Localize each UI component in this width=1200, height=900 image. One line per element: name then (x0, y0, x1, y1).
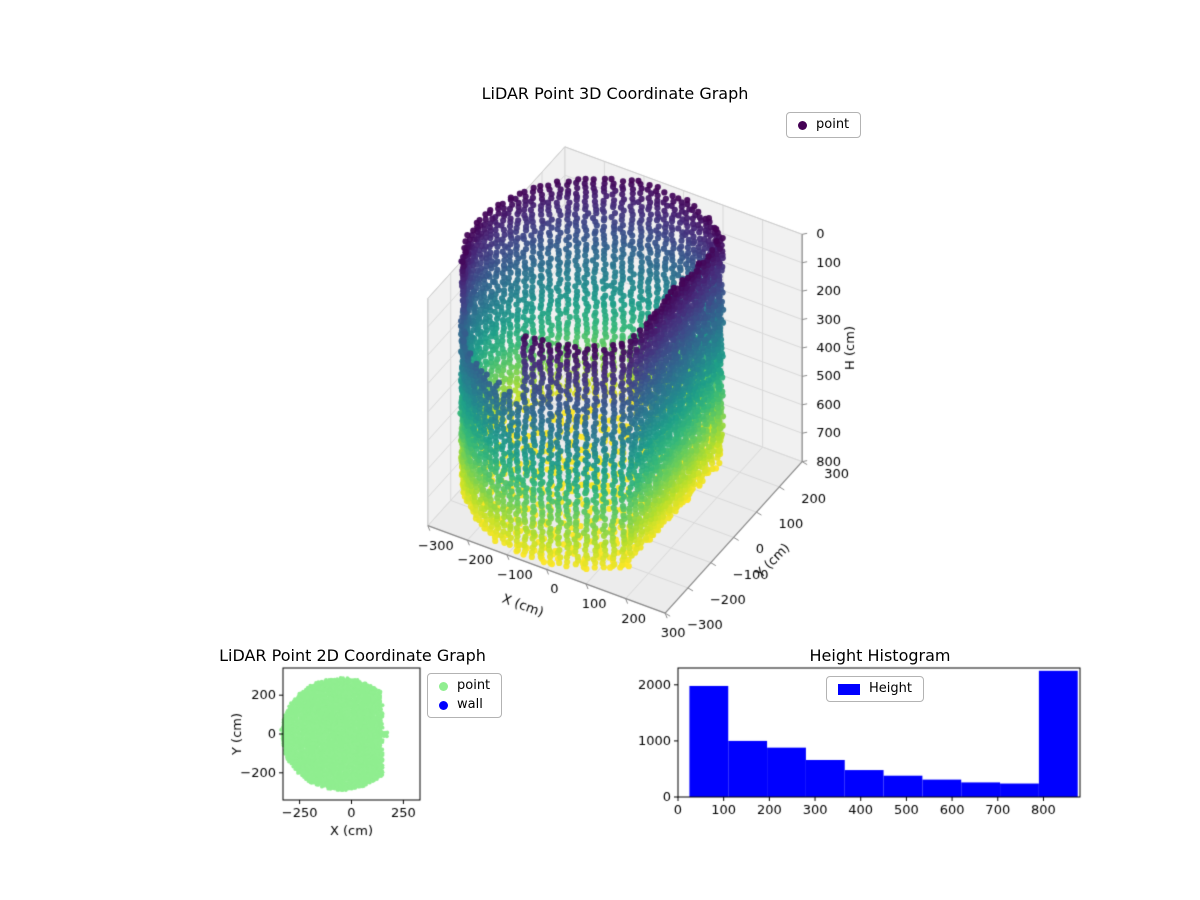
legend-entry-wall: wall (439, 698, 490, 712)
point-swatch-icon (439, 681, 448, 691)
plot2d-canvas (215, 640, 565, 865)
height-swatch-icon (838, 683, 860, 695)
wall-swatch-icon (439, 700, 448, 710)
histogram-legend: Height (826, 676, 924, 702)
plot3d-canvas (320, 95, 910, 695)
histogram-canvas (630, 640, 1100, 865)
plot2d-legend: point wall (427, 673, 503, 718)
legend-label: Height (869, 681, 912, 696)
point-swatch-icon (798, 120, 807, 130)
legend-entry-point: point (439, 679, 490, 693)
legend-entry-height: Height (838, 682, 912, 696)
plot3d-legend: point (786, 112, 862, 138)
legend-entry-point: point (798, 118, 849, 132)
legend-label: point (816, 117, 850, 132)
legend-label: point (457, 678, 491, 693)
legend-label: wall (457, 697, 483, 712)
